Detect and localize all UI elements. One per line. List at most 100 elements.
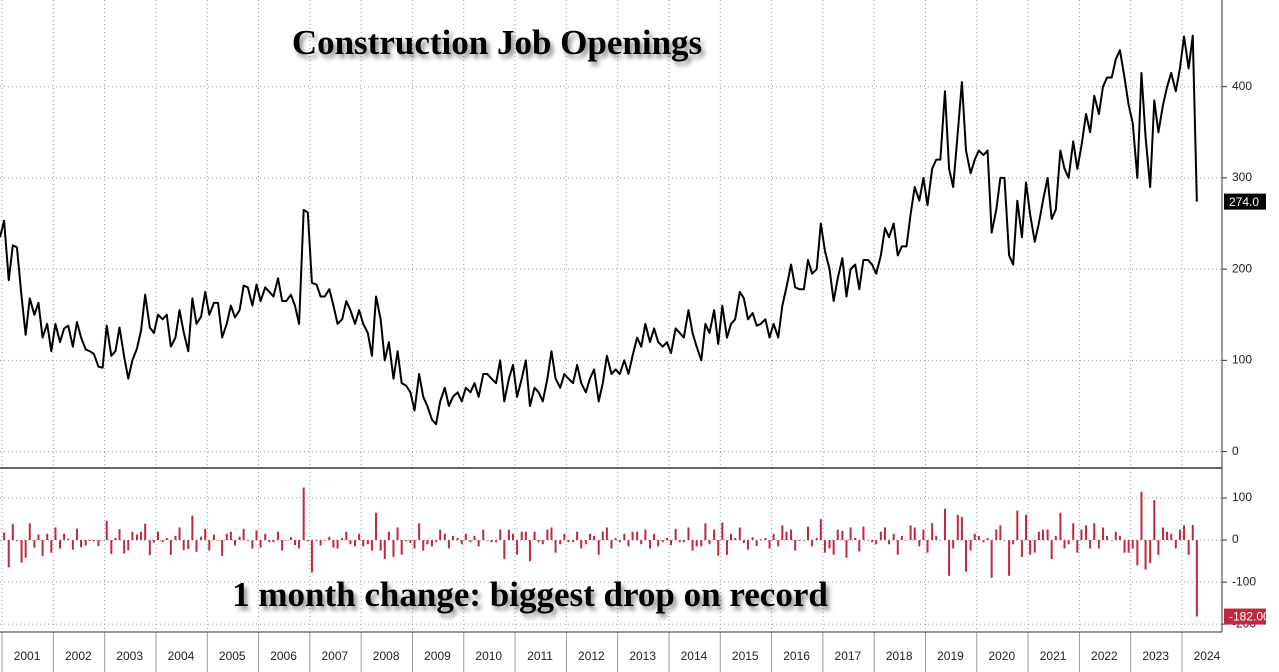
bar	[1144, 540, 1147, 570]
bar	[516, 540, 519, 555]
value-badge	[1224, 608, 1266, 625]
bar	[935, 535, 938, 541]
bar	[157, 531, 160, 541]
bar	[105, 520, 108, 541]
x-tick-label: 2022	[1091, 649, 1118, 663]
bar	[742, 540, 745, 544]
bar	[973, 533, 976, 541]
x-tick-label: 2003	[116, 649, 143, 663]
bar	[862, 526, 865, 541]
bar	[15, 540, 18, 541]
bar	[88, 540, 91, 541]
bar	[225, 533, 228, 541]
bar	[20, 540, 23, 563]
bar	[490, 540, 493, 543]
bar	[1037, 531, 1040, 541]
bar	[33, 540, 36, 548]
x-tick-label: 2023	[1142, 649, 1169, 663]
bar	[503, 540, 506, 559]
bar	[50, 540, 53, 553]
bar	[1149, 540, 1152, 564]
bar	[191, 515, 194, 541]
bar	[892, 533, 895, 541]
bar	[554, 540, 557, 553]
bar	[152, 540, 155, 543]
bar	[174, 535, 177, 541]
bar	[1016, 510, 1019, 541]
x-tick-label: 2005	[219, 649, 246, 663]
bar	[328, 536, 331, 541]
bar	[1157, 540, 1160, 555]
bar	[790, 529, 793, 541]
bar	[952, 540, 955, 549]
bar	[92, 540, 95, 542]
bar	[277, 531, 280, 541]
bar	[883, 527, 886, 541]
bar	[764, 537, 767, 541]
bar	[1050, 540, 1053, 559]
bar	[422, 540, 425, 551]
bar	[7, 540, 10, 568]
bar	[161, 540, 164, 543]
bar	[618, 540, 621, 543]
bar	[713, 529, 716, 541]
bar	[836, 529, 839, 541]
bar	[610, 540, 613, 549]
bar	[926, 540, 929, 553]
bar	[255, 530, 258, 541]
bar	[319, 540, 322, 546]
bar	[1003, 540, 1006, 541]
bar	[336, 540, 339, 549]
y-tick-label: -100	[1232, 574, 1256, 588]
bar	[370, 540, 373, 551]
bar	[832, 540, 835, 555]
bar	[1093, 523, 1096, 541]
bar	[1041, 529, 1044, 541]
y-tick-label: 0	[1232, 444, 1239, 458]
bar	[456, 537, 459, 541]
bar	[1101, 527, 1104, 541]
bar	[995, 529, 998, 541]
bar	[187, 540, 190, 549]
bar	[110, 540, 113, 554]
bar	[1178, 529, 1181, 541]
labels: 2001 2002 2003 2004 2005 2006 2007 2008 2009 2010…	[14, 79, 1270, 663]
bar	[473, 535, 476, 541]
bar	[905, 540, 908, 541]
bar	[631, 531, 634, 541]
x-tick-label: 2004	[168, 649, 195, 663]
bar	[636, 531, 639, 541]
bar	[657, 540, 660, 547]
bar	[593, 535, 596, 541]
bar	[1085, 525, 1088, 541]
bar	[512, 533, 515, 541]
bar	[426, 540, 429, 545]
bar	[127, 540, 130, 551]
bar	[430, 540, 433, 547]
bar	[469, 540, 472, 543]
bar	[648, 540, 651, 549]
x-tick-label: 2011	[527, 649, 553, 663]
bar	[341, 537, 344, 541]
bar	[879, 531, 882, 541]
bar	[1170, 533, 1173, 541]
bar	[931, 523, 934, 541]
bar	[1067, 540, 1070, 545]
bar	[451, 535, 454, 541]
bar	[1195, 540, 1198, 617]
bar	[691, 540, 694, 551]
bar	[1118, 535, 1121, 541]
bar	[486, 540, 489, 541]
bar	[242, 528, 245, 541]
bar	[1187, 540, 1190, 555]
bar	[1020, 540, 1023, 557]
bar	[259, 540, 262, 548]
bar	[499, 529, 502, 541]
bar	[670, 540, 673, 546]
bar	[379, 540, 382, 551]
bar	[229, 531, 232, 541]
bar	[665, 537, 668, 541]
bar	[888, 540, 891, 545]
bar	[217, 540, 220, 541]
bar	[948, 540, 951, 576]
